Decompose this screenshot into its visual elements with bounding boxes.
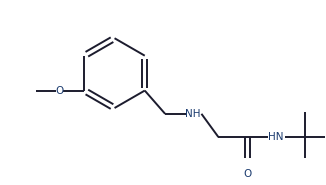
Text: O: O [243, 169, 252, 179]
Text: O: O [55, 85, 63, 96]
Text: NH: NH [185, 109, 201, 119]
Text: HN: HN [268, 132, 283, 142]
